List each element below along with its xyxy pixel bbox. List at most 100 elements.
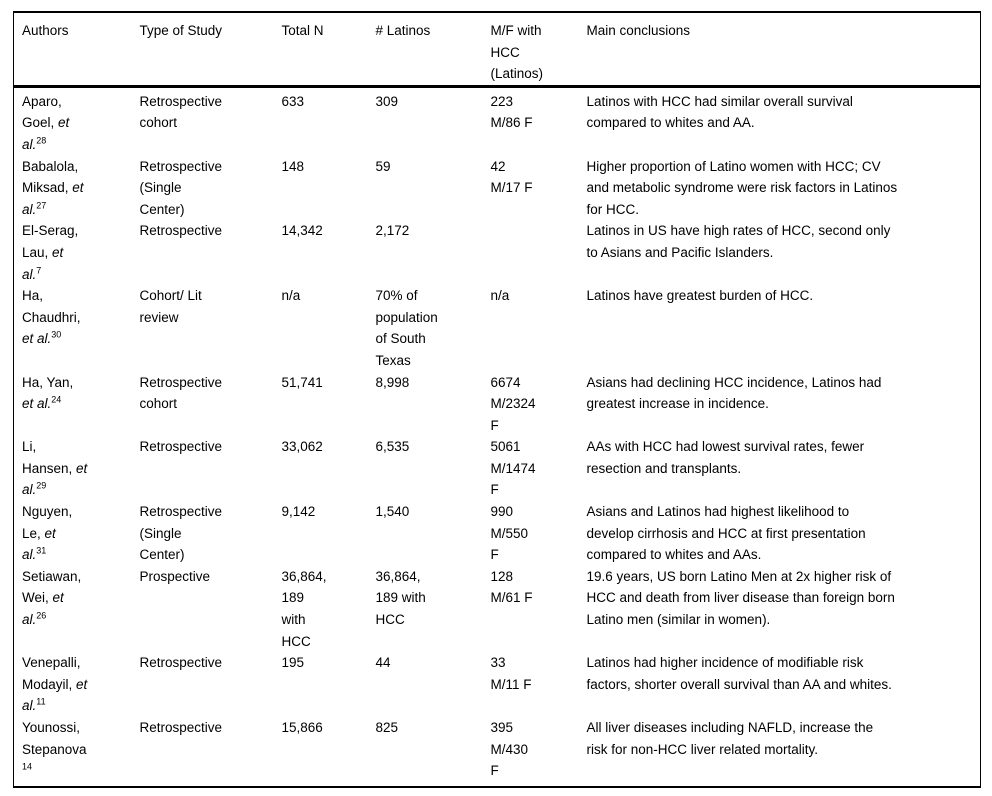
authors-cell: Aparo, Goel, et al.28 xyxy=(14,86,132,155)
total-n-cell: 9,142 xyxy=(281,504,316,520)
authors-cell: Venepalli, Modayil, et al.11 xyxy=(14,652,132,717)
author-text: Aparo, Goel, xyxy=(22,93,62,131)
mf-with-hcc-cell: 5061 M/1474 F xyxy=(490,439,536,498)
citation-ref: 28 xyxy=(36,135,47,146)
table-row: Nguyen, Le, et al.31 Retrospective (Singl… xyxy=(14,501,981,566)
header-row: Authors Type of Study Total N # Latinos … xyxy=(13,12,981,88)
type-of-study-cell: Retrospective cohort xyxy=(139,93,223,131)
author-text: et al. xyxy=(22,676,88,714)
mf-with-hcc-cell: 6674 M/2324 F xyxy=(490,374,536,433)
column-header-authors: Authors xyxy=(13,12,132,88)
column-header-mf-with-hcc: M/F with HCC (Latinos) xyxy=(482,12,579,88)
main-conclusions-cell: All liver diseases including NAFLD, incr… xyxy=(586,720,874,757)
mf-with-hcc-cell: 128 M/61 F xyxy=(490,568,533,606)
num-latinos-cell: 6,535 xyxy=(375,439,410,455)
citation-ref: 14 xyxy=(22,761,33,772)
num-latinos-cell: 44 xyxy=(375,655,391,671)
column-header-total-n: Total N xyxy=(273,12,368,88)
table-row: Li, Hansen, et al.29 Retrospective 33,062 6… xyxy=(14,436,981,501)
author-text: et al. xyxy=(22,180,84,217)
main-conclusions-cell: Higher proportion of Latino women with H… xyxy=(586,158,898,217)
num-latinos-cell: 825 xyxy=(375,720,399,735)
authors-cell: Ha, Yan, et al.24 xyxy=(14,372,132,437)
table-header: Authors Type of Study Total N # Latinos … xyxy=(13,12,981,88)
total-n-cell: 633 xyxy=(281,93,305,109)
mf-with-hcc-cell: 42 M/17 F xyxy=(490,158,533,196)
main-conclusions-cell: Latinos with HCC had similar overall sur… xyxy=(586,93,853,131)
num-latinos-cell: 2,172 xyxy=(375,223,410,239)
column-header-main-conclusions: Main conclusions xyxy=(578,12,981,88)
type-of-study-cell: Retrospective xyxy=(139,655,223,671)
table-body: Aparo, Goel, et al.28 Retrospective cohor… xyxy=(14,86,981,787)
authors-cell: Ha, Chaudhri, et al.30 xyxy=(14,285,132,371)
authors-cell: Nguyen, Le, et al.31 xyxy=(14,501,132,566)
total-n-cell: 51,741 xyxy=(281,374,323,390)
main-conclusions-cell: 19.6 years, US born Latino Men at 2x hig… xyxy=(586,568,895,628)
authors-cell: Li, Hansen, et al.29 xyxy=(14,436,132,501)
total-n-cell: 195 xyxy=(281,655,305,671)
author-text: Babalola, Miksad, xyxy=(22,158,79,196)
author-text: Younossi, Stepanova xyxy=(22,720,87,757)
citation-ref: 7 xyxy=(36,265,42,276)
citation-ref: 31 xyxy=(36,545,47,556)
main-conclusions-cell: Latinos in US have high rates of HCC, se… xyxy=(586,223,891,260)
main-conclusions-cell: Latinos have greatest burden of HCC. xyxy=(586,288,814,304)
citation-ref: 29 xyxy=(36,480,47,491)
citation-ref: 11 xyxy=(36,696,46,707)
total-n-cell: 14,342 xyxy=(281,223,323,239)
author-text: Ha, Yan, xyxy=(22,374,74,390)
type-of-study-cell: Retrospective (Single Center) xyxy=(139,158,223,217)
main-conclusions-cell: Asians and Latinos had highest likelihoo… xyxy=(586,504,866,563)
column-header-type-of-study: Type of Study xyxy=(131,12,274,88)
authors-cell: Setiawan, Wei, et al.26 xyxy=(14,566,132,652)
type-of-study-cell: Cohort/ Lit review xyxy=(139,288,202,325)
author-text: Li, Hansen, xyxy=(22,439,73,476)
main-conclusions-cell: Latinos had higher incidence of modifiab… xyxy=(586,655,892,692)
citation-ref: 26 xyxy=(36,610,47,621)
citation-ref: 27 xyxy=(36,200,47,211)
author-text: et al. xyxy=(22,396,52,412)
mf-with-hcc-cell xyxy=(483,220,579,285)
author-text: Venepalli, Modayil, xyxy=(22,655,81,692)
total-n-cell: n/a xyxy=(281,288,301,304)
studies-table: Authors Type of Study Total N # Latinos … xyxy=(13,11,981,788)
type-of-study-cell: Retrospective (Single Center) xyxy=(139,504,223,563)
num-latinos-cell: 1,540 xyxy=(375,504,410,520)
num-latinos-cell: 8,998 xyxy=(375,374,410,390)
mf-with-hcc-cell: n/a xyxy=(490,288,510,304)
total-n-cell: 33,062 xyxy=(281,439,323,455)
author-text: Setiawan, Wei, xyxy=(22,568,82,606)
author-text: et al. xyxy=(22,331,52,347)
table-row: Aparo, Goel, et al.28 Retrospective cohor… xyxy=(14,86,981,155)
type-of-study-cell: Prospective xyxy=(139,568,211,584)
type-of-study-cell: Retrospective xyxy=(139,439,223,455)
citation-ref: 30 xyxy=(51,329,62,340)
table-row: Venepalli, Modayil, et al.11 Retrospectiv… xyxy=(14,652,981,717)
type-of-study-cell: Retrospective xyxy=(139,223,223,239)
author-text: Ha, Chaudhri, xyxy=(22,288,81,325)
table-row: El-Serag, Lau, et al.7 Retrospective 14,34… xyxy=(14,220,981,285)
main-conclusions-cell: Asians had declining HCC incidence, Lati… xyxy=(586,374,882,412)
authors-cell: Younossi, Stepanova 14 xyxy=(14,717,132,787)
type-of-study-cell: Retrospective cohort xyxy=(139,374,223,412)
total-n-cell: 148 xyxy=(281,158,305,174)
num-latinos-cell: 70% of population of South Texas xyxy=(375,288,438,368)
table-row: Setiawan, Wei, et al.26 Prospective 36,864… xyxy=(14,566,981,652)
citation-ref: 24 xyxy=(51,394,62,405)
mf-with-hcc-cell: 33 M/11 F xyxy=(490,655,532,692)
table-row: Ha, Chaudhri, et al.30 Cohort/ Lit review… xyxy=(14,285,981,371)
authors-cell: El-Serag, Lau, et al.7 xyxy=(14,220,132,285)
table-row: Younossi, Stepanova 14 Retrospective 15,86… xyxy=(14,717,981,787)
author-text: et al. xyxy=(22,460,88,498)
type-of-study-cell: Retrospective xyxy=(139,720,223,735)
author-text: et al. xyxy=(22,244,64,282)
author-text: El-Serag, Lau, xyxy=(22,223,79,260)
table-row: Ha, Yan, et al.24 Retrospective cohort 51,… xyxy=(14,372,981,437)
author-text: et al. xyxy=(22,115,70,152)
author-text: et al. xyxy=(22,525,56,563)
total-n-cell: 15,866 xyxy=(281,720,323,735)
authors-cell: Babalola, Miksad, et al.27 xyxy=(14,156,132,221)
mf-with-hcc-cell: 990 M/550 F xyxy=(490,504,529,563)
author-text: Nguyen, Le, xyxy=(22,504,73,541)
